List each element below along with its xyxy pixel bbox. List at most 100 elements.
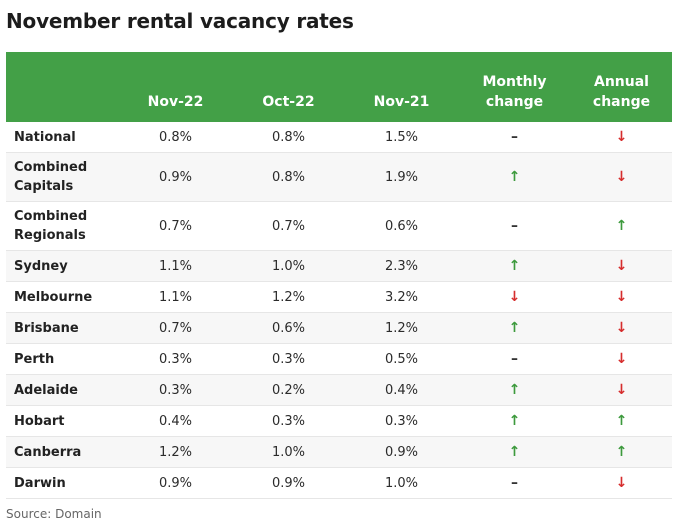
table-row: Perth 0.3% 0.3% 0.5% – ↓ [6, 343, 672, 375]
table-row: Melbourne 1.1% 1.2% 3.2% ↓ ↓ [6, 281, 672, 313]
value-nov-21: 0.5% [345, 343, 458, 375]
vacancy-table: Nov-22 Oct-22 Nov-21 Monthly change Annu… [6, 52, 672, 499]
table-row: Sydney 1.1% 1.0% 2.3% ↑ ↓ [6, 250, 672, 282]
value-oct-22: 1.2% [232, 281, 345, 313]
annual-change-cell: ↑ [571, 201, 672, 251]
dash-icon: – [511, 475, 518, 491]
source-note: Source: Domain [6, 507, 102, 521]
value-oct-22: 1.0% [232, 436, 345, 468]
down-arrow-icon: ↓ [615, 129, 628, 145]
value-oct-22: 0.6% [232, 312, 345, 344]
value-nov-21: 0.4% [345, 374, 458, 406]
value-nov-22: 0.7% [119, 312, 232, 344]
value-nov-22: 0.3% [119, 374, 232, 406]
up-arrow-icon: ↑ [508, 320, 521, 336]
down-arrow-icon: ↓ [615, 320, 628, 336]
value-nov-21: 1.2% [345, 312, 458, 344]
down-arrow-icon: ↓ [615, 351, 628, 367]
header-nov-21: Nov-21 [345, 52, 458, 122]
monthly-change-cell: ↑ [458, 405, 571, 437]
region-name: Perth [6, 343, 119, 375]
table-row: Combined Regionals 0.7% 0.7% 0.6% – ↑ [6, 201, 672, 251]
region-name: Combined Regionals [6, 201, 119, 251]
annual-change-cell: ↑ [571, 405, 672, 437]
value-nov-21: 0.3% [345, 405, 458, 437]
value-oct-22: 0.2% [232, 374, 345, 406]
annual-change-cell: ↓ [571, 312, 672, 344]
table-row: National 0.8% 0.8% 1.5% – ↓ [6, 122, 672, 153]
annual-change-cell: ↓ [571, 467, 672, 499]
header-monthly-change-text: Monthly change [482, 74, 547, 110]
monthly-change-cell: ↑ [458, 250, 571, 282]
region-name: Melbourne [6, 281, 119, 313]
down-arrow-icon: ↓ [615, 382, 628, 398]
value-nov-21: 2.3% [345, 250, 458, 282]
value-nov-22: 0.7% [119, 201, 232, 251]
value-oct-22: 0.9% [232, 467, 345, 499]
up-arrow-icon: ↑ [615, 444, 628, 460]
value-nov-22: 1.1% [119, 281, 232, 313]
up-arrow-icon: ↑ [508, 382, 521, 398]
region-name: Sydney [6, 250, 119, 282]
value-oct-22: 1.0% [232, 250, 345, 282]
region-name: Combined Capitals [6, 152, 119, 202]
header-region [6, 52, 119, 122]
region-name: Brisbane [6, 312, 119, 344]
down-arrow-icon: ↓ [508, 289, 521, 305]
value-nov-22: 0.8% [119, 122, 232, 153]
value-nov-22: 0.9% [119, 467, 232, 499]
value-oct-22: 0.8% [232, 152, 345, 202]
table-row: Combined Capitals 0.9% 0.8% 1.9% ↑ ↓ [6, 152, 672, 202]
value-nov-22: 1.1% [119, 250, 232, 282]
annual-change-cell: ↓ [571, 152, 672, 202]
value-nov-21: 0.9% [345, 436, 458, 468]
value-oct-22: 0.3% [232, 405, 345, 437]
value-nov-22: 0.9% [119, 152, 232, 202]
table-row: Adelaide 0.3% 0.2% 0.4% ↑ ↓ [6, 374, 672, 406]
region-name: Adelaide [6, 374, 119, 406]
value-nov-21: 3.2% [345, 281, 458, 313]
value-nov-22: 0.3% [119, 343, 232, 375]
down-arrow-icon: ↓ [615, 289, 628, 305]
up-arrow-icon: ↑ [508, 258, 521, 274]
monthly-change-cell: ↑ [458, 374, 571, 406]
value-oct-22: 0.7% [232, 201, 345, 251]
value-nov-22: 0.4% [119, 405, 232, 437]
annual-change-cell: ↓ [571, 374, 672, 406]
annual-change-cell: ↓ [571, 343, 672, 375]
monthly-change-cell: ↓ [458, 281, 571, 313]
value-nov-21: 1.9% [345, 152, 458, 202]
up-arrow-icon: ↑ [615, 218, 628, 234]
monthly-change-cell: ↑ [458, 436, 571, 468]
monthly-change-cell: ↑ [458, 312, 571, 344]
up-arrow-icon: ↑ [615, 413, 628, 429]
annual-change-cell: ↓ [571, 250, 672, 282]
value-oct-22: 0.3% [232, 343, 345, 375]
up-arrow-icon: ↑ [508, 169, 521, 185]
table-row: Canberra 1.2% 1.0% 0.9% ↑ ↑ [6, 436, 672, 468]
value-nov-21: 0.6% [345, 201, 458, 251]
header-monthly-change: Monthly change [458, 52, 571, 122]
annual-change-cell: ↑ [571, 436, 672, 468]
chart-title: November rental vacancy rates [6, 9, 354, 33]
table-row: Brisbane 0.7% 0.6% 1.2% ↑ ↓ [6, 312, 672, 344]
dash-icon: – [511, 218, 518, 234]
table-header-row: Nov-22 Oct-22 Nov-21 Monthly change Annu… [6, 52, 672, 122]
monthly-change-cell: – [458, 122, 571, 153]
monthly-change-cell: – [458, 201, 571, 251]
header-annual-change: Annual change [571, 52, 672, 122]
dash-icon: – [511, 351, 518, 367]
header-annual-change-text: Annual change [592, 74, 651, 110]
monthly-change-cell: ↑ [458, 152, 571, 202]
region-name: National [6, 122, 119, 153]
down-arrow-icon: ↓ [615, 169, 628, 185]
annual-change-cell: ↓ [571, 281, 672, 313]
up-arrow-icon: ↑ [508, 444, 521, 460]
table-row: Darwin 0.9% 0.9% 1.0% – ↓ [6, 467, 672, 499]
down-arrow-icon: ↓ [615, 475, 628, 491]
monthly-change-cell: – [458, 343, 571, 375]
value-nov-22: 1.2% [119, 436, 232, 468]
region-name: Hobart [6, 405, 119, 437]
header-oct-22: Oct-22 [232, 52, 345, 122]
down-arrow-icon: ↓ [615, 258, 628, 274]
